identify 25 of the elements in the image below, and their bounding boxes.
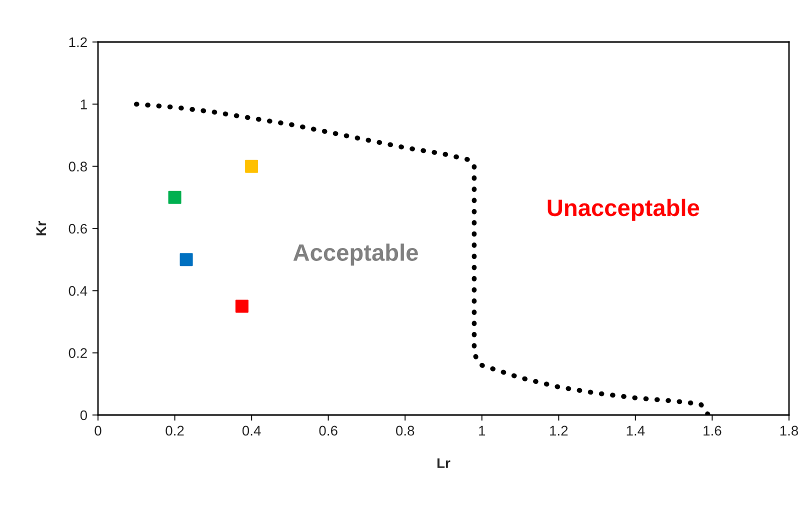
y-tick-label: 0.8: [68, 162, 87, 172]
annotation: Acceptable: [293, 244, 418, 266]
x-tick-label: 0.2: [166, 426, 184, 436]
x-tick-label: 1.2: [550, 426, 568, 436]
y-tick-label: 0.6: [68, 224, 87, 234]
x-tick-label: 1.6: [704, 426, 722, 436]
x-tick-label: 0.4: [242, 426, 261, 436]
point: [245, 160, 258, 173]
x-tick-label: 1: [479, 426, 486, 436]
x-tick-label: 0.8: [396, 426, 414, 436]
point: [168, 190, 182, 204]
y-tick-label: 0.2: [68, 348, 87, 358]
x-tick-label: 0: [94, 426, 102, 436]
y-tick-label: 0.4: [68, 286, 88, 296]
x-tick-label: 1.8: [780, 426, 798, 436]
y-tick-label: 0: [80, 410, 88, 420]
x-axis-title: Lr: [437, 458, 450, 468]
annotation: Unacceptable: [548, 198, 700, 221]
y-tick-label: 1.2: [69, 37, 87, 48]
y-tick-label: 1: [80, 100, 87, 110]
point: [235, 300, 248, 313]
x-tick-label: 1.4: [626, 426, 645, 436]
y-axis-title: Kr: [36, 220, 46, 236]
point: [180, 253, 193, 266]
x-tick-label: 0.6: [319, 426, 338, 436]
